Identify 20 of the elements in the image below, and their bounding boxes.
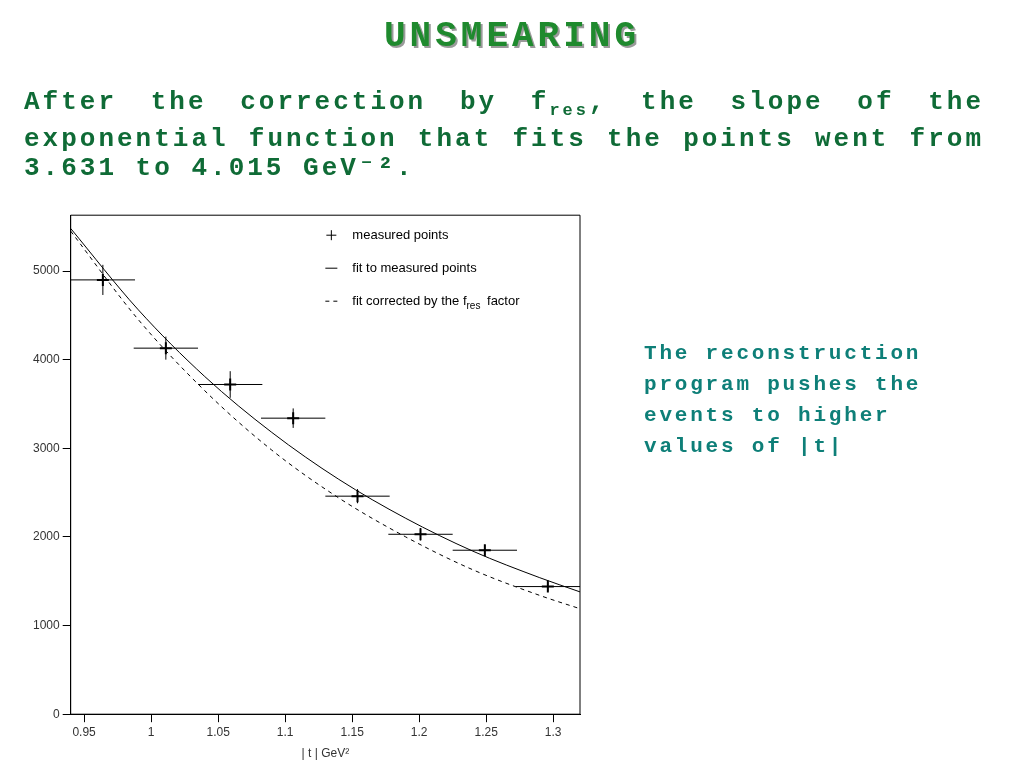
text: The reconstruction program pushes the events to higher values of |t| — [644, 341, 923, 460]
x-tick-label: 1.15 — [340, 724, 365, 739]
y-tick-label: 3000 — [32, 440, 61, 455]
y-tick-label: 4000 — [32, 351, 61, 366]
y-tick-label: 1000 — [32, 617, 61, 632]
x-axis-title: | t | GeV² — [301, 746, 350, 761]
x-tick-label: 1.1 — [276, 724, 294, 739]
y-tick-label: 5000 — [32, 263, 61, 278]
x-tick-label: 0.95 — [72, 724, 97, 739]
legend-label: fit to measured points — [352, 259, 478, 275]
chart-subtitle: After the correction by f$_{res}$, the slope of the exponential function that fits the points went from 3.631 to 4.015 GeV⁻². — [24, 87, 984, 184]
x-tick-label: 1 — [147, 724, 155, 739]
chart-title: UNSMEARING — [382, 16, 641, 57]
y-tick-label: 2000 — [32, 529, 61, 544]
x-tick-label: 1.2 — [410, 724, 428, 739]
y-tick-label: 0 — [53, 706, 61, 721]
x-tick-label: 1.25 — [474, 724, 499, 739]
x-tick-label: 1.05 — [206, 724, 231, 739]
legend-label: measured points — [352, 226, 449, 242]
x-tick-label: 1.3 — [544, 724, 562, 739]
